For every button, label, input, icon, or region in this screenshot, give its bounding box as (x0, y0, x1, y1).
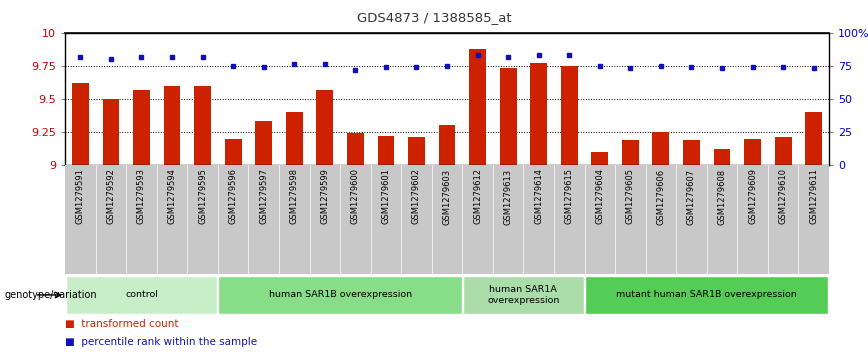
Text: GSM1279615: GSM1279615 (565, 168, 574, 224)
Text: genotype/variation: genotype/variation (4, 290, 97, 300)
Bar (653, 132, 669, 165)
Bar (133, 90, 150, 165)
Text: control: control (125, 290, 158, 299)
Bar (530, 63, 547, 165)
Bar (500, 69, 516, 165)
Text: GSM1279611: GSM1279611 (809, 168, 819, 224)
Bar (585, 276, 828, 314)
Text: GSM1279595: GSM1279595 (198, 168, 207, 224)
Bar (347, 133, 364, 165)
Text: GSM1279600: GSM1279600 (351, 168, 360, 224)
Text: GSM1279613: GSM1279613 (503, 168, 513, 225)
Text: GSM1279601: GSM1279601 (381, 168, 391, 224)
Text: GSM1279607: GSM1279607 (687, 168, 696, 225)
Bar (164, 86, 181, 165)
Bar (219, 276, 462, 314)
Bar (470, 49, 486, 165)
Bar (561, 66, 577, 165)
Text: human SAR1A
overexpression: human SAR1A overexpression (487, 285, 560, 305)
Text: GSM1279609: GSM1279609 (748, 168, 757, 224)
Bar (72, 83, 89, 165)
Bar (622, 140, 639, 165)
Bar (225, 139, 241, 165)
Bar (463, 276, 584, 314)
Text: GSM1279598: GSM1279598 (290, 168, 299, 224)
Text: GSM1279604: GSM1279604 (595, 168, 604, 224)
Text: ■  transformed count: ■ transformed count (65, 319, 179, 329)
Bar (438, 125, 456, 165)
Text: GSM1279614: GSM1279614 (534, 168, 543, 224)
Bar (286, 112, 303, 165)
Bar (408, 137, 424, 165)
Text: GDS4873 / 1388585_at: GDS4873 / 1388585_at (357, 11, 511, 24)
Bar (378, 136, 394, 165)
Text: GSM1279592: GSM1279592 (107, 168, 115, 224)
Bar (102, 99, 119, 165)
Bar (775, 137, 792, 165)
Text: GSM1279608: GSM1279608 (718, 168, 727, 225)
Bar (66, 276, 217, 314)
Text: GSM1279594: GSM1279594 (168, 168, 176, 224)
Text: ■  percentile rank within the sample: ■ percentile rank within the sample (65, 337, 257, 347)
Text: human SAR1B overexpression: human SAR1B overexpression (268, 290, 411, 299)
Text: GSM1279603: GSM1279603 (443, 168, 451, 225)
Text: GSM1279599: GSM1279599 (320, 168, 329, 224)
Text: GSM1279606: GSM1279606 (656, 168, 666, 225)
Text: GSM1279610: GSM1279610 (779, 168, 787, 224)
Text: GSM1279597: GSM1279597 (260, 168, 268, 224)
Bar (683, 140, 700, 165)
Bar (806, 112, 822, 165)
Text: GSM1279593: GSM1279593 (137, 168, 146, 224)
Text: GSM1279591: GSM1279591 (76, 168, 85, 224)
Text: GSM1279596: GSM1279596 (228, 168, 238, 224)
Text: GSM1279612: GSM1279612 (473, 168, 482, 224)
Text: mutant human SAR1B overexpression: mutant human SAR1B overexpression (616, 290, 797, 299)
Bar (255, 122, 272, 165)
Text: GSM1279605: GSM1279605 (626, 168, 635, 224)
Bar (713, 149, 730, 165)
Bar (744, 139, 761, 165)
Bar (194, 86, 211, 165)
Text: GSM1279602: GSM1279602 (412, 168, 421, 224)
Bar (317, 90, 333, 165)
Bar (591, 152, 608, 165)
